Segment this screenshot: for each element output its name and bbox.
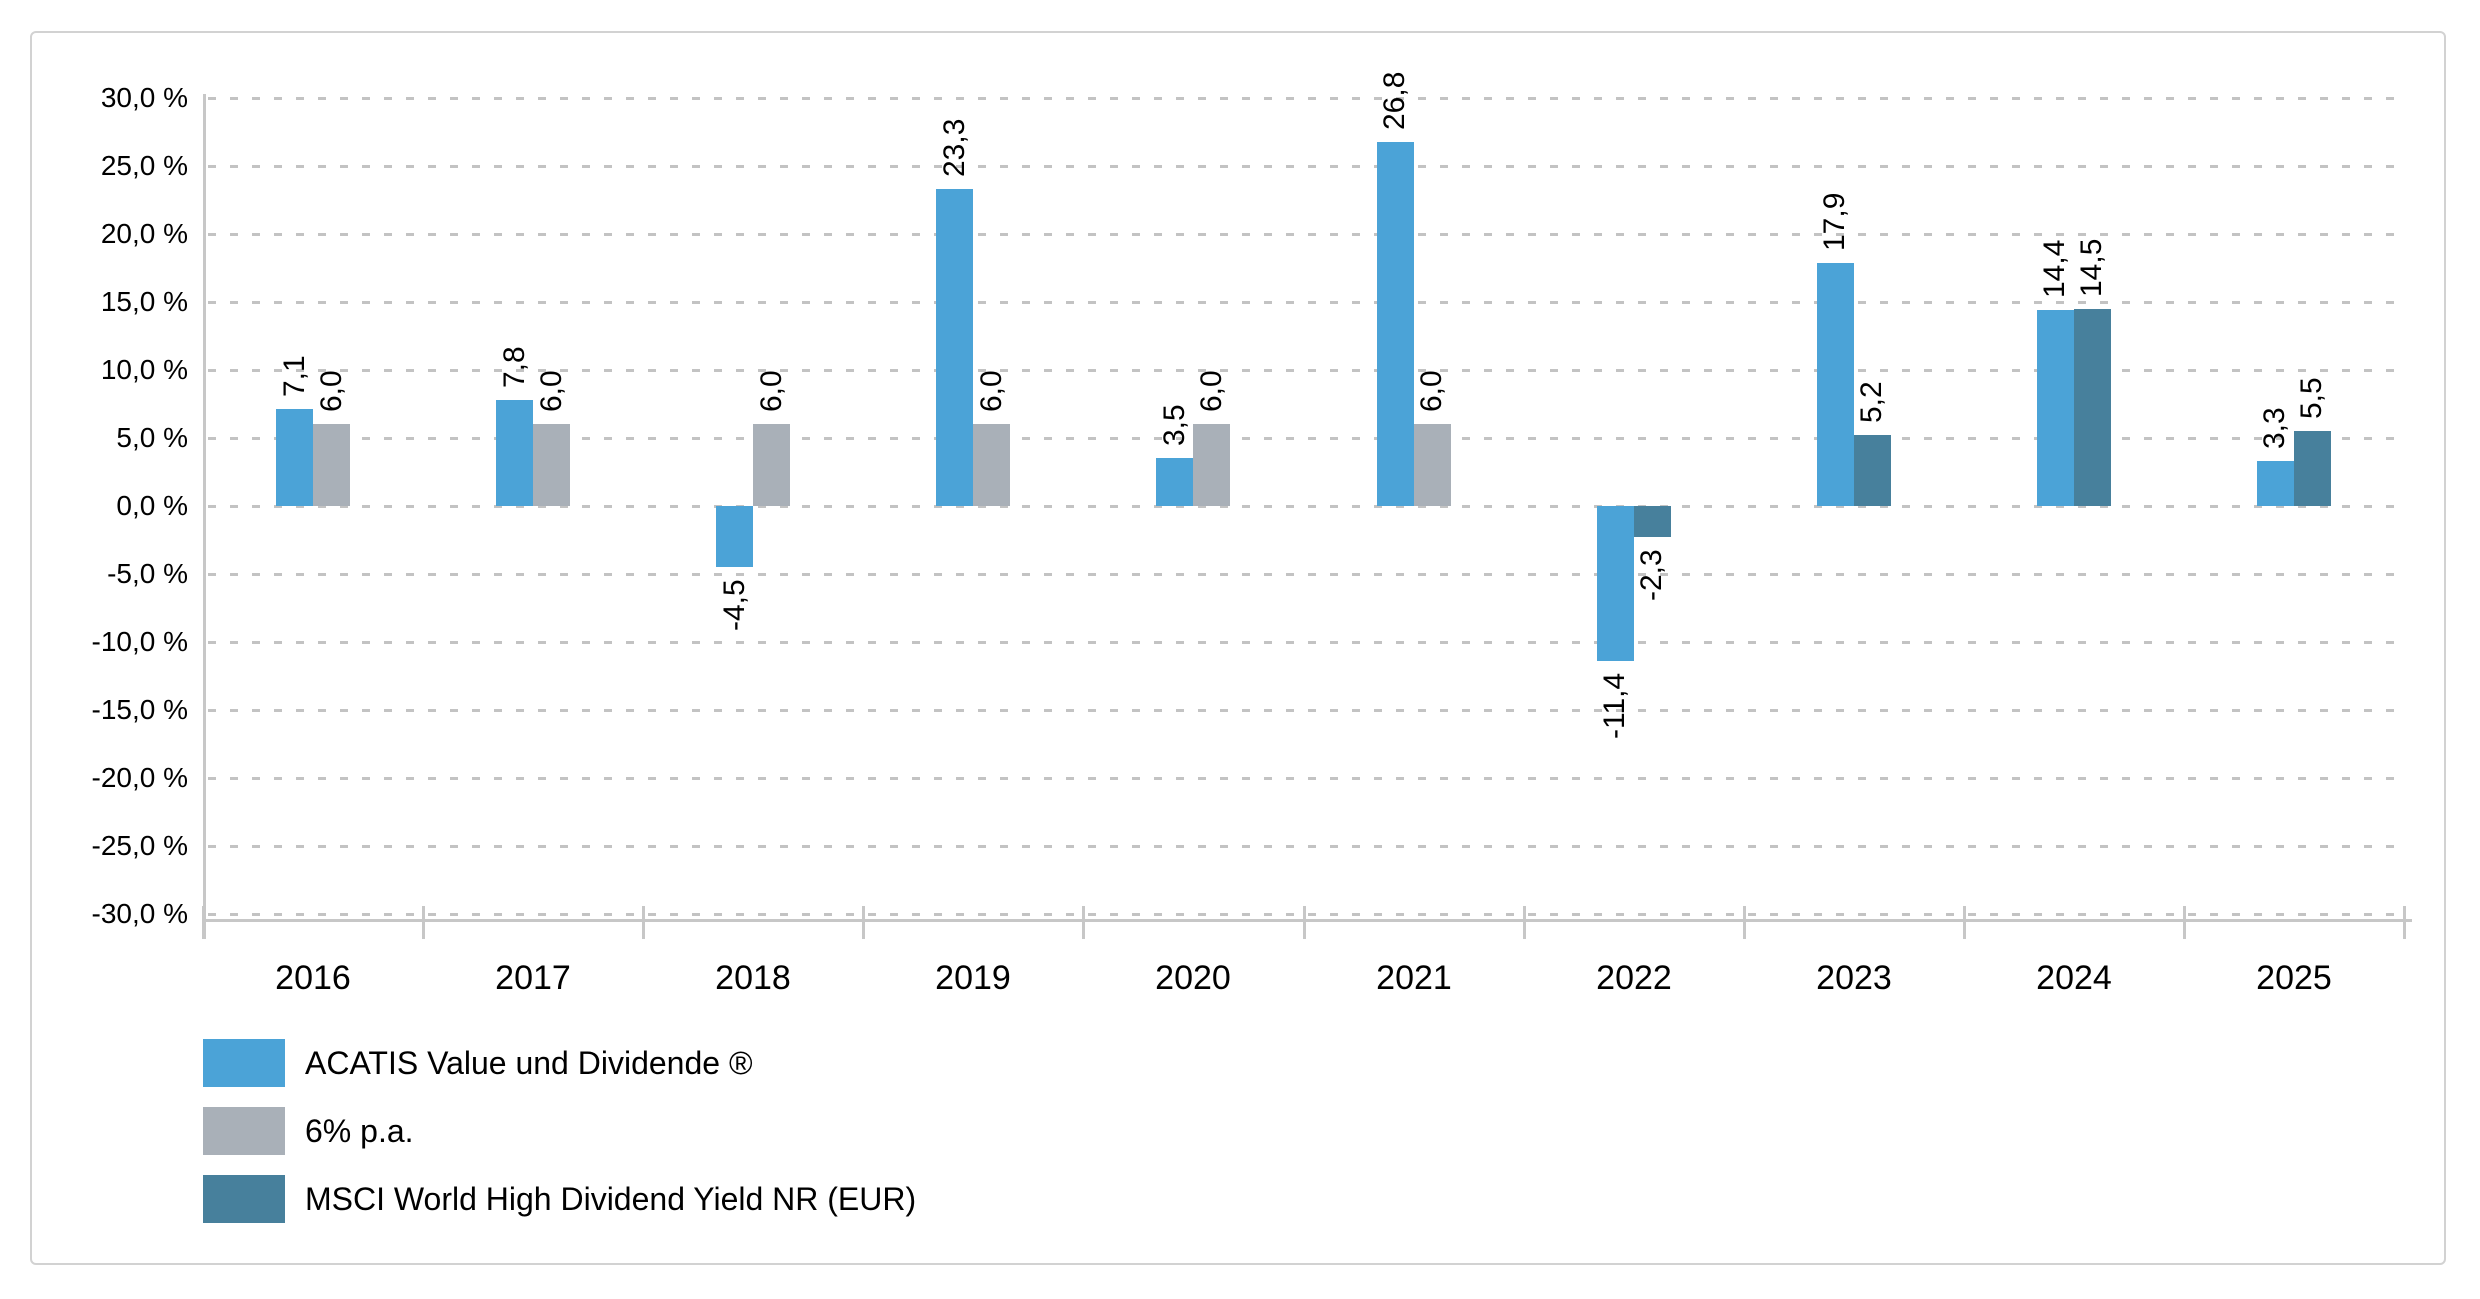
bar-value-label-acatis-2022: -11,4 xyxy=(1598,672,1631,739)
legend-swatch-acatis xyxy=(203,1039,285,1087)
y-axis-tick-label: 20,0 % xyxy=(100,218,188,249)
bar-msci-2023 xyxy=(1854,435,1891,506)
gridline-30 xyxy=(208,97,2404,100)
year-label-2023: 2023 xyxy=(1816,959,1892,997)
year-label-2018: 2018 xyxy=(715,959,791,997)
bar-acatis-2020 xyxy=(1156,458,1193,506)
bar-msci-2022 xyxy=(1634,506,1671,537)
chart-card-border xyxy=(30,31,2446,1265)
year-label-2021: 2021 xyxy=(1376,959,1452,997)
gridline--20 xyxy=(208,777,2404,780)
bar-value-label-6pa-2019: 6,0 xyxy=(975,370,1008,412)
bar-value-label-acatis-2020: 3,5 xyxy=(1158,404,1191,446)
bar-value-label-acatis-2019: 23,3 xyxy=(938,118,971,177)
bar-value-label-acatis-2016: 7,1 xyxy=(278,355,311,397)
bar-value-label-acatis-2018: -4,5 xyxy=(718,579,751,631)
year-label-2017: 2017 xyxy=(495,959,571,997)
gridline-0 xyxy=(208,505,2404,508)
bar-acatis-2022 xyxy=(1597,506,1634,661)
bar-value-label-acatis-2023: 17,9 xyxy=(1818,192,1851,251)
bar-value-label-msci-2022: -2,3 xyxy=(1635,549,1668,601)
y-axis-tick-label: 10,0 % xyxy=(100,354,188,385)
legend-swatch-msci xyxy=(203,1175,285,1223)
bar-value-label-6pa-2017: 6,0 xyxy=(535,370,568,412)
gridline-20 xyxy=(208,233,2404,236)
bar-value-label-acatis-2025: 3,3 xyxy=(2258,407,2291,449)
year-label-2019: 2019 xyxy=(935,959,1011,997)
y-axis-line xyxy=(203,94,206,939)
bar-msci-2024 xyxy=(2074,309,2111,506)
bar-acatis-2025 xyxy=(2257,461,2294,506)
year-label-2016: 2016 xyxy=(275,959,351,997)
bar-value-label-acatis-2024: 14,4 xyxy=(2038,239,2071,298)
gridline-5 xyxy=(208,437,2404,440)
gridline--30 xyxy=(208,913,2404,916)
bar-value-label-msci-2023: 5,2 xyxy=(1855,381,1888,423)
bar-value-label-acatis-2021: 26,8 xyxy=(1378,71,1411,130)
x-axis-tick xyxy=(1963,906,1966,939)
x-axis-tick xyxy=(422,906,425,939)
x-axis-tick xyxy=(202,906,205,939)
bar-value-label-6pa-2021: 6,0 xyxy=(1415,370,1448,412)
bar-6pa-2018 xyxy=(753,424,790,506)
bar-6pa-2021 xyxy=(1414,424,1451,506)
x-axis-tick xyxy=(1303,906,1306,939)
y-axis-tick-label: 15,0 % xyxy=(100,286,188,317)
x-axis-tick xyxy=(1743,906,1746,939)
y-axis-tick-label: 30,0 % xyxy=(100,82,188,113)
y-axis-tick-label: -20,0 % xyxy=(91,762,189,793)
year-label-2022: 2022 xyxy=(1596,959,1672,997)
y-axis-tick-label: -15,0 % xyxy=(91,694,189,725)
bar-acatis-2017 xyxy=(496,400,533,506)
bar-acatis-2019 xyxy=(936,189,973,506)
y-axis-tick-label: -30,0 % xyxy=(91,898,189,929)
legend-label-msci: MSCI World High Dividend Yield NR (EUR) xyxy=(305,1181,917,1217)
gridline--25 xyxy=(208,845,2404,848)
gridline--10 xyxy=(208,641,2404,644)
gridline-15 xyxy=(208,301,2404,304)
year-label-2025: 2025 xyxy=(2256,959,2332,997)
y-axis-tick-label: 5,0 % xyxy=(116,422,188,453)
gridline-10 xyxy=(208,369,2404,372)
bar-6pa-2016 xyxy=(313,424,350,506)
gridline-25 xyxy=(208,165,2404,168)
x-axis-tick xyxy=(2183,906,2186,939)
x-axis-tick xyxy=(862,906,865,939)
x-axis-tick xyxy=(1082,906,1085,939)
bar-acatis-2023 xyxy=(1817,263,1854,506)
x-axis-tick xyxy=(642,906,645,939)
bar-value-label-6pa-2018: 6,0 xyxy=(755,370,788,412)
gridline--5 xyxy=(208,573,2404,576)
y-axis-tick-label: -5,0 % xyxy=(107,558,188,589)
legend-swatch-6pa xyxy=(203,1107,285,1155)
bar-acatis-2016 xyxy=(276,409,313,506)
legend-label-6pa: 6% p.a. xyxy=(305,1113,414,1149)
bar-value-label-6pa-2016: 6,0 xyxy=(315,370,348,412)
bar-acatis-2021 xyxy=(1377,142,1414,506)
y-axis-tick-label: -25,0 % xyxy=(91,830,189,861)
bar-6pa-2017 xyxy=(533,424,570,506)
y-axis-tick-label: 25,0 % xyxy=(100,150,188,181)
bar-acatis-2024 xyxy=(2037,310,2074,506)
x-axis-tick xyxy=(2403,906,2406,939)
bar-msci-2025 xyxy=(2294,431,2331,506)
x-axis-tick xyxy=(1523,906,1526,939)
bar-value-label-msci-2024: 14,5 xyxy=(2075,238,2108,297)
x-axis-line xyxy=(203,919,2412,922)
year-label-2020: 2020 xyxy=(1155,959,1231,997)
bar-6pa-2020 xyxy=(1193,424,1230,506)
bar-value-label-acatis-2017: 7,8 xyxy=(498,346,531,388)
y-axis-tick-label: 0,0 % xyxy=(116,490,188,521)
year-label-2024: 2024 xyxy=(2036,959,2112,997)
bar-6pa-2019 xyxy=(973,424,1010,506)
y-axis-tick-label: -10,0 % xyxy=(91,626,189,657)
legend-label-acatis: ACATIS Value und Dividende ® xyxy=(305,1045,753,1081)
bar-acatis-2018 xyxy=(716,506,753,567)
gridline--15 xyxy=(208,709,2404,712)
bar-value-label-msci-2025: 5,5 xyxy=(2295,377,2328,419)
bar-value-label-6pa-2020: 6,0 xyxy=(1195,370,1228,412)
